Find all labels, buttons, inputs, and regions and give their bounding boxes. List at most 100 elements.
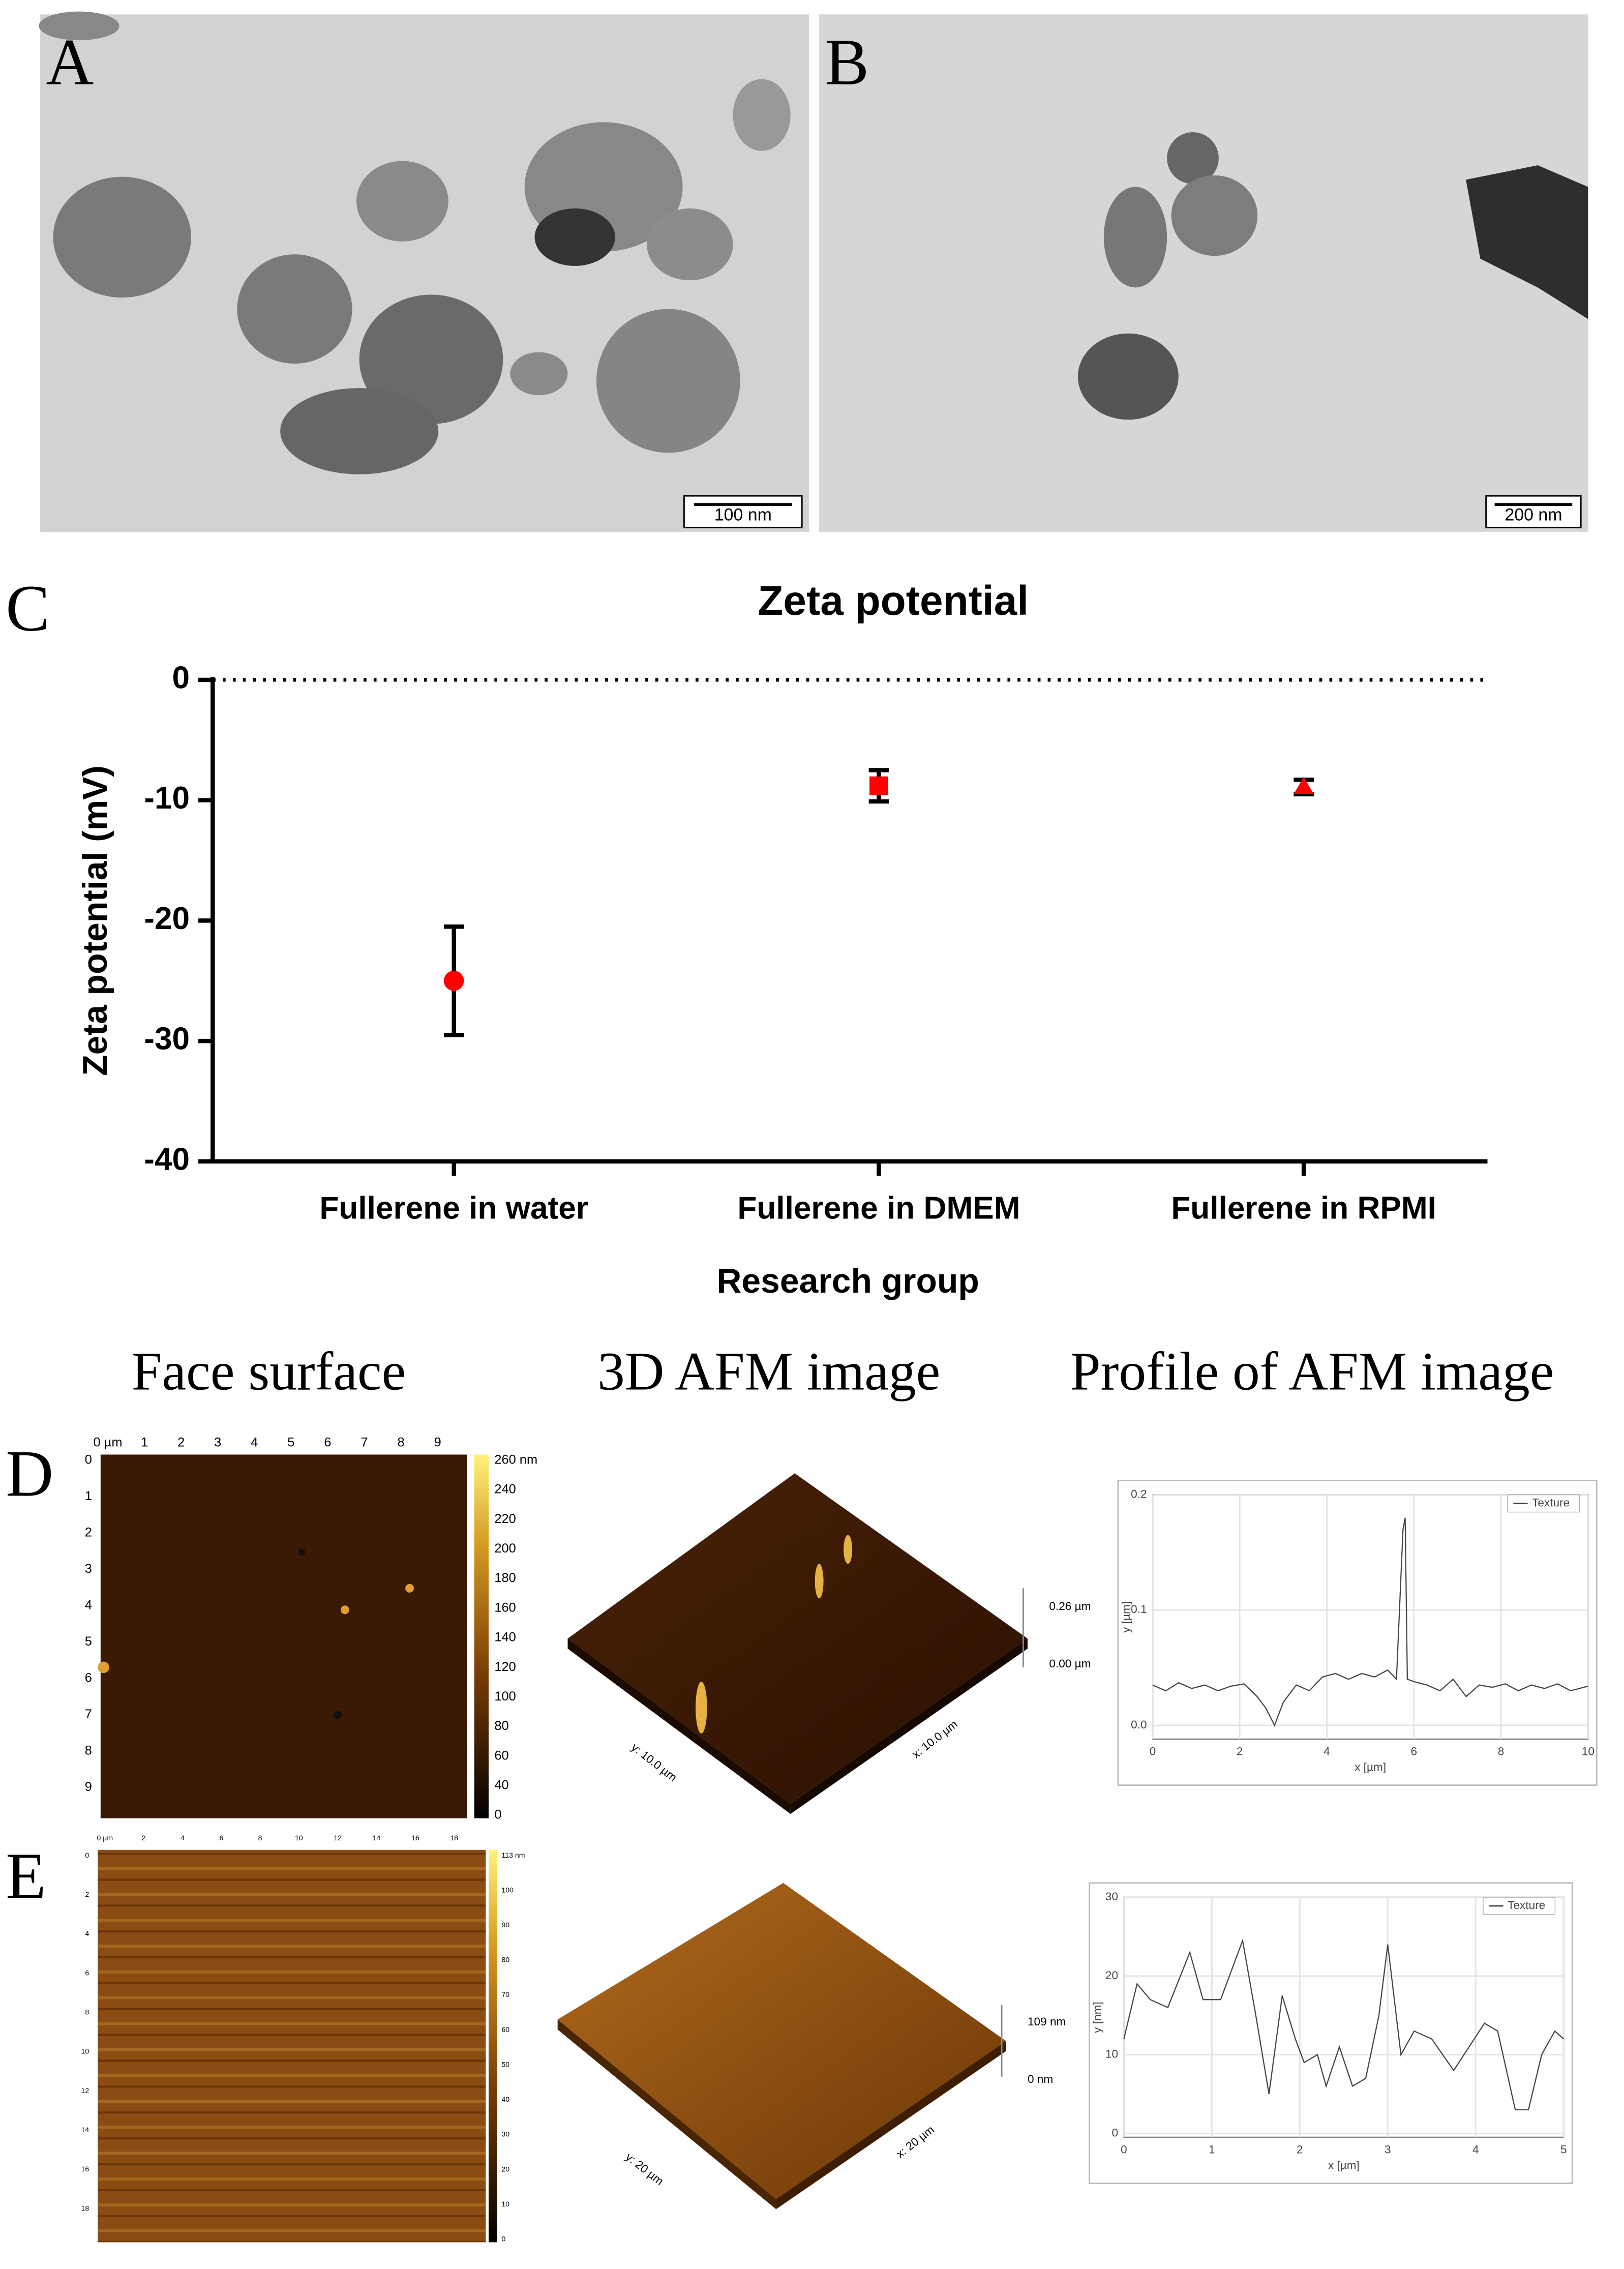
x-tick-label: 5: [1560, 2143, 1567, 2156]
afm-y-tick: 1: [85, 1489, 92, 1503]
particles: [1077, 132, 1588, 420]
point: [1294, 777, 1314, 794]
colorbar-label: 20: [501, 2165, 509, 2173]
afm-x-tick: 5: [287, 1436, 294, 1450]
afm-x-tick: 12: [334, 1834, 342, 1842]
x-tick-label: 10: [1582, 1745, 1595, 1758]
y-tick-label: 0: [1111, 2126, 1118, 2139]
afm-y-tick: 3: [85, 1562, 92, 1576]
afm-x-tick: 8: [398, 1436, 405, 1450]
scale-bar-box: [683, 495, 803, 528]
x-tick-label: Fullerene in water: [319, 1190, 588, 1226]
colorbar-label: 90: [501, 1921, 509, 1929]
x-tick-label: 3: [1385, 2143, 1391, 2156]
colorbar-label: 180: [494, 1571, 516, 1585]
colorbar-label: 140: [494, 1630, 516, 1645]
colorbar-label: 160: [494, 1600, 516, 1615]
afm-x-tick: 10: [295, 1834, 303, 1842]
panel-label: D: [6, 1437, 53, 1510]
afm-face-image: [98, 1849, 486, 2243]
afm-y-tick: 0: [85, 1851, 89, 1859]
colorbar-label: 200: [494, 1541, 516, 1556]
x-tick-label: 6: [1410, 1745, 1417, 1758]
y-tick-label: 30: [1105, 1890, 1118, 1903]
panel-label: A: [46, 26, 94, 99]
y-tick-label: 0.2: [1131, 1488, 1147, 1501]
x-tick-label: 8: [1498, 1745, 1505, 1758]
x-tick-label: 2: [1237, 1745, 1243, 1758]
y-tick-label: 0: [172, 660, 190, 695]
colorbar: [474, 1454, 489, 1818]
colorbar-label: 30: [501, 2130, 509, 2138]
colorbar-label: 100: [501, 1886, 514, 1894]
colorbar-label: 113 nm: [501, 1851, 525, 1859]
afm-3d-label: y: 20 µm: [623, 2151, 666, 2188]
colorbar-label: 100: [494, 1689, 516, 1704]
afm-y-tick: 7: [85, 1707, 92, 1721]
legend-label: Texture: [1508, 1899, 1545, 1912]
afm-3d-label: 0.00 µm: [1049, 1657, 1091, 1670]
afm-y-tick: 5: [85, 1634, 92, 1649]
colorbar-label: 60: [494, 1748, 508, 1763]
afm-y-tick: 6: [85, 1671, 92, 1685]
afm-y-tick: 10: [81, 2047, 89, 2055]
y-axis-label: y [µm]: [1120, 1601, 1132, 1633]
afm-y-tick: 4: [85, 1598, 92, 1613]
afm-x-tick: 14: [373, 1834, 381, 1842]
afm-x-tick: 16: [411, 1834, 419, 1842]
afm-3d-surface: [557, 1883, 1006, 2199]
afm-x-tick: 2: [177, 1436, 185, 1450]
afm-x-tick: 3: [214, 1436, 221, 1450]
colorbar: [489, 1849, 497, 2243]
afm-x-tick: 4: [251, 1436, 258, 1450]
colorbar-label: 0: [501, 2235, 505, 2243]
afm-y-tick: 14: [81, 2126, 89, 2134]
colorbar-label: 260 nm: [494, 1452, 537, 1467]
afm-x-tick: 6: [324, 1436, 331, 1450]
panel-label: E: [6, 1840, 46, 1913]
afm-y-tick: 18: [81, 2204, 89, 2212]
colorbar-label: 40: [494, 1778, 508, 1792]
afm-x-tick: 1: [141, 1436, 148, 1450]
afm-3d-label: x: 20 µm: [894, 2123, 937, 2160]
x-tick-label: 2: [1297, 2143, 1303, 2156]
afm-x-tick: 8: [258, 1834, 262, 1842]
afm-y-tick: 8: [85, 2008, 89, 2016]
colorbar-label: 80: [494, 1719, 508, 1733]
afm-3d-label: 0.26 µm: [1049, 1600, 1091, 1613]
point: [869, 776, 888, 795]
y-tick-label: 20: [1105, 1969, 1118, 1982]
y-tick-label: -30: [144, 1022, 190, 1057]
afm-3d-label: 109 nm: [1028, 2015, 1066, 2028]
x-axis-label: x [µm]: [1328, 2159, 1360, 2172]
colorbar-label: 40: [501, 2095, 509, 2103]
afm-y-tick: 4: [85, 1929, 89, 1937]
y-tick-label: 10: [1105, 2048, 1118, 2061]
afm-x-tick: 7: [360, 1436, 368, 1450]
y-axis-label: y [nm]: [1091, 2002, 1103, 2033]
afm-y-tick: 9: [85, 1780, 92, 1794]
colorbar-label: 70: [501, 1990, 509, 1998]
plot-frame: [1089, 1882, 1573, 2184]
afm-y-tick: 2: [85, 1890, 89, 1898]
afm-x-tick: 4: [181, 1834, 185, 1842]
chart-title: Zeta potential: [758, 578, 1029, 624]
afm-x-tick: 2: [142, 1834, 146, 1842]
scale-bar-label: 200 nm: [1505, 505, 1562, 525]
afm-x-tick: 9: [434, 1436, 441, 1450]
y-tick-label: -10: [144, 781, 190, 816]
colorbar-label: 50: [501, 2060, 509, 2068]
x-tick-label: 0: [1121, 2143, 1127, 2156]
colorbar-label: 240: [494, 1482, 516, 1497]
colorbar-label: 10: [501, 2200, 509, 2208]
afm-3d-label: y: 10.0 µm: [629, 1741, 679, 1784]
plot-frame: [1117, 1479, 1598, 1786]
afm-y-tick: 12: [81, 2086, 89, 2095]
line: [1152, 1517, 1588, 1727]
afm-y-tick: 8: [85, 1744, 92, 1758]
afm-y-tick: 6: [85, 1968, 89, 1977]
tem-image: [819, 14, 1588, 532]
afm-x-tick: 0 µm: [97, 1834, 113, 1842]
